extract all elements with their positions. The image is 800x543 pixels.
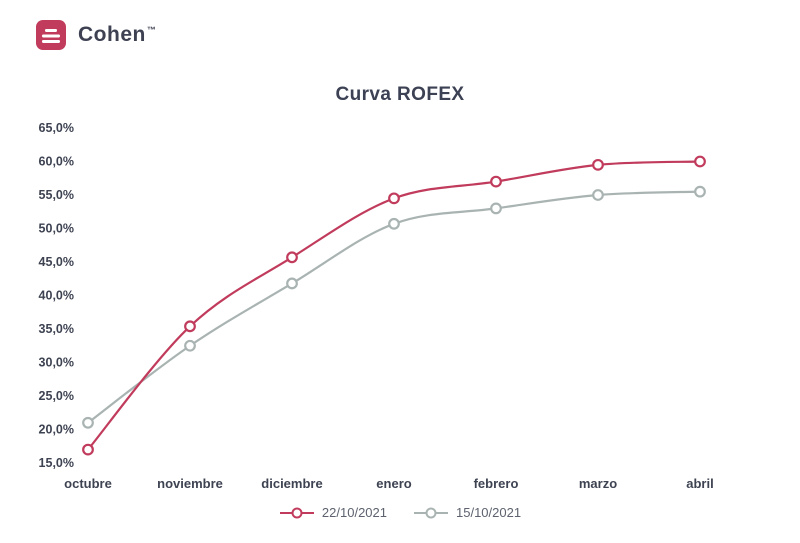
- data-point-marker: [286, 251, 298, 264]
- chart-title: Curva ROFEX: [335, 84, 465, 105]
- brand-logo: Cohen™: [34, 18, 156, 52]
- y-axis-tick-label: 20,0%: [39, 423, 74, 437]
- x-axis-tick-label: marzo: [579, 476, 617, 491]
- chart-canvas: 65,0% 60,0% 55,0% 50,0% 45,0% 40,0% 35,0% 30,0%…: [39, 121, 714, 491]
- data-point-marker: [82, 416, 94, 429]
- data-point-marker: [388, 217, 400, 230]
- data-point-marker: [694, 185, 706, 198]
- y-axis-tick-label: 55,0%: [39, 188, 74, 202]
- x-axis-tick-label: enero: [376, 476, 411, 491]
- y-axis-tick-label: 30,0%: [39, 356, 74, 370]
- cohen-logo-icon: [36, 20, 66, 50]
- rofex-chart: 65,0% 60,0% 55,0% 50,0% 45,0% 40,0% 35,0% 30,0%…: [20, 105, 780, 500]
- x-axis-tick-label: febrero: [474, 476, 519, 491]
- brand-name: Cohen™: [78, 23, 157, 46]
- data-point-marker: [82, 443, 94, 456]
- data-point-marker: [184, 339, 196, 352]
- x-axis-tick-label: abril: [686, 476, 713, 491]
- data-point-marker: [592, 158, 604, 171]
- legend-swatch-icon: [414, 507, 448, 518]
- legend-item-series-0: 22/10/2021: [279, 505, 387, 520]
- x-axis-tick-label: octubre: [64, 476, 112, 491]
- chart-legend: 22/10/2021 15/10/2021: [0, 505, 800, 520]
- data-point-marker: [388, 192, 400, 205]
- y-axis-tick-label: 50,0%: [39, 222, 74, 236]
- data-point-marker: [490, 175, 502, 188]
- legend-label: 22/10/2021: [321, 505, 387, 520]
- series-line-22/10/2021: [86, 160, 702, 451]
- y-axis-tick-label: 25,0%: [39, 389, 74, 403]
- y-axis-tick-label: 60,0%: [39, 155, 74, 169]
- y-axis-tick-label: 40,0%: [39, 289, 74, 303]
- y-axis-tick-label: 15,0%: [39, 456, 74, 470]
- legend-swatch-icon: [279, 507, 314, 518]
- legend-item-series-1: 15/10/2021: [413, 505, 521, 520]
- data-point-marker: [694, 155, 706, 168]
- data-point-marker: [592, 189, 604, 201]
- y-axis-tick-label: 65,0%: [39, 121, 74, 135]
- y-axis-tick-label: 45,0%: [39, 255, 74, 269]
- x-axis-tick-label: noviembre: [157, 476, 223, 491]
- data-point-marker: [490, 202, 502, 215]
- data-point-marker: [286, 277, 298, 290]
- legend-label: 15/10/2021: [456, 505, 522, 520]
- trademark-symbol: ™: [146, 25, 157, 35]
- x-axis-tick-label: diciembre: [261, 476, 322, 491]
- data-point-marker: [184, 320, 196, 333]
- y-axis-tick-label: 35,0%: [39, 322, 74, 336]
